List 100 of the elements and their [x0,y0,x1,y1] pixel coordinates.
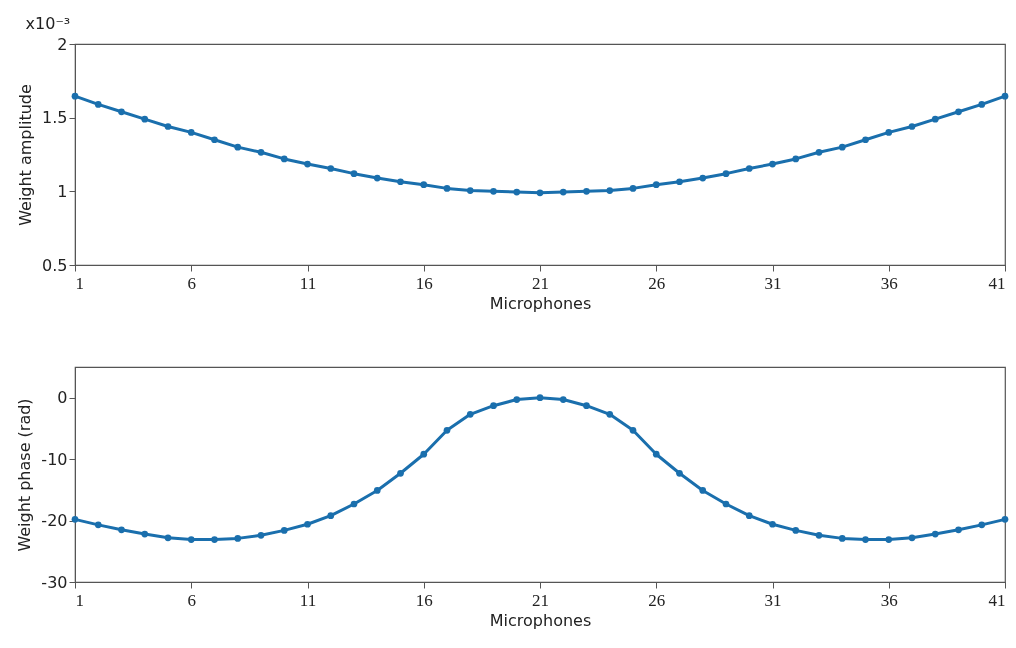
x-tick-label: 31 [764,590,782,610]
y-tick-label: 1.5 [42,108,68,128]
x-tick-label: 41 [988,273,1006,293]
point [373,487,381,494]
point [978,101,986,108]
x-tick-label: 1 [75,590,84,610]
point [94,101,102,108]
y-tick-label: 2 [57,34,68,54]
point [187,129,195,136]
x-tick-label: 16 [415,273,433,293]
x-tick-label: 36 [880,273,898,293]
point [769,160,776,168]
point [559,188,567,196]
point [234,143,242,151]
point [304,520,311,528]
point [606,187,614,194]
point [257,148,265,156]
point [583,187,590,195]
y-tick-label: 0 [57,388,68,408]
point [1001,516,1009,523]
point [978,521,986,529]
point [885,129,893,136]
point [931,115,939,123]
point [838,143,846,151]
x-tick-label: 11 [299,590,317,610]
point [769,520,776,528]
point [490,402,497,410]
point [536,394,544,402]
point [443,185,451,192]
point [676,178,683,186]
point [397,469,404,477]
point [722,170,730,177]
y-tick-label: -30 [41,572,68,592]
point [327,165,335,172]
x-tick-label: 6 [187,590,196,610]
point [350,170,358,177]
point [583,402,590,410]
y-tick-label: -10 [41,449,68,469]
point [559,396,567,403]
y-axis-title: Weight amplitude [16,84,36,226]
point [792,527,800,534]
point [118,526,125,534]
point [513,188,521,196]
x-tick-label: 26 [648,590,666,610]
point [420,450,428,458]
x-tick-label: 16 [415,590,433,610]
x-tick-label: 26 [648,273,666,293]
point [676,469,683,477]
x-axis-title: Microphones [489,610,592,630]
point [606,410,614,418]
point [652,181,660,189]
point [955,108,962,116]
x-tick-label: 1 [75,273,84,293]
point [141,115,149,123]
point [164,123,172,130]
x-tick-label: 36 [880,590,898,610]
point [280,527,288,534]
point [257,531,265,539]
point [513,396,521,403]
point [71,92,79,100]
point [466,410,474,418]
point [443,426,451,434]
text: x10⁻³ [25,14,71,33]
point [280,155,288,163]
point [699,174,707,182]
point [490,187,497,195]
point [629,426,637,434]
point [745,512,753,519]
x-tick-label: 21 [532,590,549,610]
point [652,450,660,458]
point [373,174,381,182]
y-tick-label: -20 [41,511,68,531]
x-tick-label: 31 [764,273,782,293]
x-tick-label: 6 [187,273,196,293]
point [420,181,428,189]
point [164,534,172,542]
point [908,534,916,542]
point [908,123,916,130]
point [931,530,939,538]
y-axis-title: Weight phase (rad) [15,398,35,552]
point [699,487,707,494]
point [71,516,79,523]
point [118,108,125,116]
point [94,521,102,529]
point [815,148,823,156]
point [862,136,869,144]
point [815,531,823,539]
point [745,165,753,172]
point [327,512,335,519]
point [629,185,637,192]
x-tick-label: 11 [299,273,317,293]
point [862,536,869,543]
point [792,155,800,163]
point [141,530,149,538]
point [838,535,846,542]
point [350,500,358,508]
point [722,500,730,508]
y-tick-label: 0.5 [42,255,68,275]
x-axis-title: Microphones [489,293,592,313]
x-tick-label: 41 [988,590,1006,610]
